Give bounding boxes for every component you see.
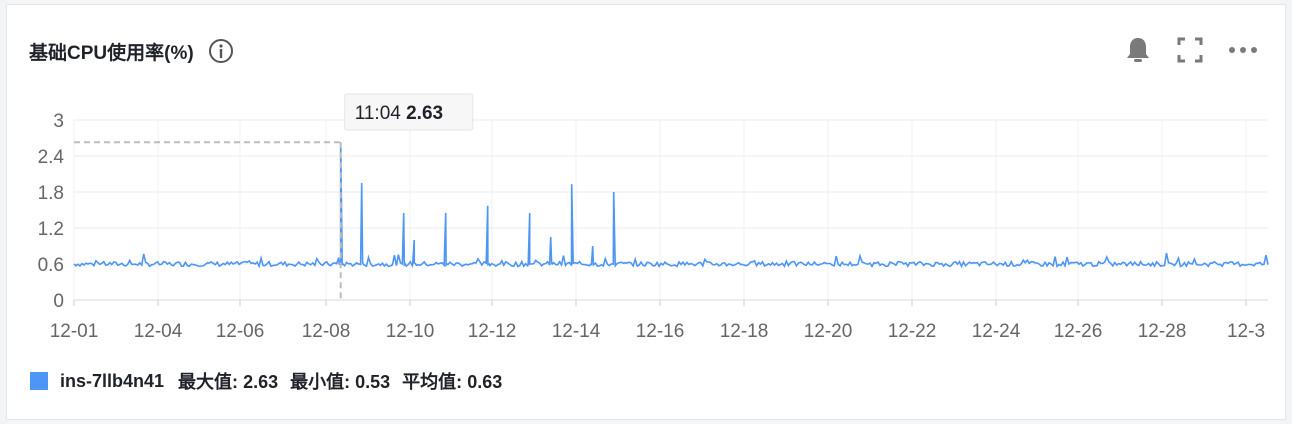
y-tick-label: 3 bbox=[53, 111, 64, 132]
x-tick-label: 12-06 bbox=[216, 321, 265, 342]
legend-series-name[interactable]: ins-7llb4n41 bbox=[60, 370, 165, 391]
y-tick-label: 1.2 bbox=[38, 219, 64, 240]
bell-icon[interactable] bbox=[1123, 35, 1153, 65]
x-tick-label: 12-08 bbox=[302, 321, 351, 342]
x-tick-label: 12-22 bbox=[888, 321, 937, 342]
x-tick-label: 12-12 bbox=[468, 321, 517, 342]
card-header: 基础CPU使用率(%) bbox=[29, 35, 234, 67]
series-line bbox=[73, 142, 1269, 269]
cpu-usage-card: 基础CPU使用率(%) bbox=[6, 4, 1286, 420]
x-tick-label: 12-20 bbox=[804, 321, 853, 342]
fullscreen-icon[interactable] bbox=[1175, 35, 1205, 65]
y-tick-label: 2.4 bbox=[38, 147, 65, 168]
legend: ins-7llb4n41 最大值: 2.63 最小值: 0.53 平均值: 0.… bbox=[30, 368, 514, 394]
legend-min: 最小值: 0.53 bbox=[290, 372, 391, 392]
x-tick-label: 12-26 bbox=[1054, 321, 1103, 342]
legend-swatch[interactable] bbox=[30, 372, 48, 390]
y-tick-label: 1.8 bbox=[38, 183, 64, 204]
legend-max: 最大值: 2.63 bbox=[178, 372, 279, 392]
y-tick-label: 0.6 bbox=[38, 255, 64, 276]
legend-avg: 平均值: 0.63 bbox=[402, 372, 503, 392]
tooltip-time: 11:04 bbox=[355, 103, 406, 124]
y-tick-label: 0 bbox=[53, 291, 64, 312]
tooltip-box bbox=[344, 93, 474, 131]
x-tick-label: 12-24 bbox=[972, 321, 1021, 342]
toolbar bbox=[1123, 35, 1257, 65]
more-icon[interactable] bbox=[1227, 35, 1257, 65]
x-tick-label: 12-01 bbox=[50, 321, 99, 342]
x-tick-label: 12-28 bbox=[1138, 321, 1187, 342]
info-circle-icon[interactable] bbox=[208, 38, 234, 64]
cpu-line-chart[interactable]: 0 0.6 1.2 1.8 2.4 3 12-01 12-04 12-06 12-08 12-10 1… bbox=[0, 0, 1292, 360]
tooltip-text: 11:04 2.63 bbox=[355, 103, 443, 124]
x-tick-label: 12-14 bbox=[552, 321, 601, 342]
x-tick-label: 12-04 bbox=[134, 321, 183, 342]
tooltip-value: 2.63 bbox=[406, 103, 443, 124]
x-tick-label: 12-18 bbox=[720, 321, 769, 342]
x-tick-label: 12-10 bbox=[386, 321, 435, 342]
x-tick-label: 12-16 bbox=[636, 321, 685, 342]
x-tick-label: 12-3 bbox=[1227, 321, 1265, 342]
chart-title: 基础CPU使用率(%) bbox=[29, 42, 194, 64]
